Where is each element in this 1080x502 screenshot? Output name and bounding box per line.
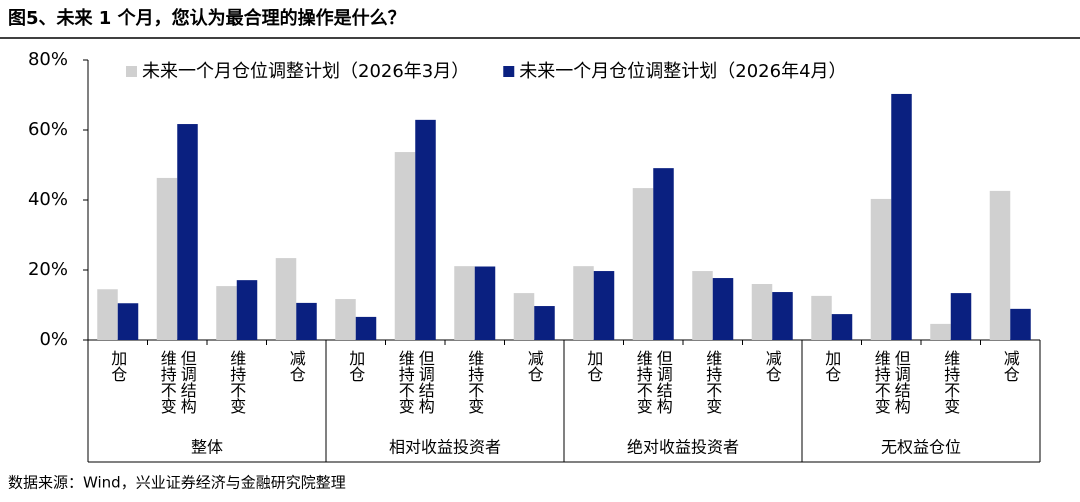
bar <box>474 266 496 340</box>
x-tick-label: 维持不变 <box>634 350 653 414</box>
legend-label: 未来一个月仓位调整计划（2026年4月） <box>519 61 846 82</box>
x-tick-label: 维持不变 <box>227 350 246 414</box>
bar <box>772 292 793 340</box>
y-tick-label: 60% <box>28 119 68 140</box>
x-tick-label: 但调结构 <box>178 350 197 415</box>
legend-swatch <box>126 66 137 77</box>
bar <box>454 266 475 340</box>
x-tick-label: 但调结构 <box>416 350 435 415</box>
y-tick-label: 0% <box>39 329 68 350</box>
bar <box>1010 308 1031 340</box>
bar <box>811 295 832 340</box>
bar <box>891 93 912 340</box>
bar <box>216 286 237 340</box>
x-tick-label: 维持不变 <box>158 350 177 414</box>
x-tick-label: 维持不变 <box>941 350 960 414</box>
x-tick-label: 加仓 <box>822 350 841 382</box>
x-tick-label: 减仓 <box>525 350 544 382</box>
x-tick-label: 维持不变 <box>465 350 484 414</box>
bar <box>593 271 615 340</box>
bar <box>177 124 198 340</box>
bar <box>831 314 853 340</box>
group-label: 无权益仓位 <box>881 438 961 457</box>
source: 数据来源：Wind，兴业证券经济与金融研究院整理 <box>8 474 346 492</box>
x-tick-label: 加仓 <box>108 350 127 382</box>
bar <box>653 168 674 340</box>
x-tick-label: 维持不变 <box>872 350 891 414</box>
y-tick-label: 20% <box>28 259 68 280</box>
x-tick-label: 维持不变 <box>703 350 722 414</box>
bar <box>930 323 951 340</box>
x-tick-label: 加仓 <box>584 350 603 382</box>
x-tick-label: 减仓 <box>287 350 306 382</box>
bar <box>870 198 892 340</box>
bar <box>950 293 972 340</box>
legend-label: 未来一个月仓位调整计划（2026年3月） <box>142 61 469 82</box>
x-tick-label: 加仓 <box>346 350 365 382</box>
chart-title: 图5、未来 1 个月，您认为最合理的操作是什么？ <box>8 7 406 29</box>
bar <box>275 258 297 340</box>
bar <box>692 271 713 340</box>
bar <box>989 190 1011 340</box>
legend-swatch <box>503 66 515 77</box>
group-label: 相对收益投资者 <box>389 438 501 457</box>
bar <box>394 152 416 340</box>
bar <box>751 284 773 340</box>
bar <box>712 278 734 340</box>
group-label: 绝对收益投资者 <box>627 438 739 457</box>
y-tick-label: 40% <box>28 189 68 210</box>
x-tick-label: 但调结构 <box>654 350 673 415</box>
bar <box>236 280 258 340</box>
bar <box>156 177 178 340</box>
bar <box>296 302 317 340</box>
bar <box>573 266 594 340</box>
bar <box>513 293 535 340</box>
x-tick-label: 减仓 <box>763 350 782 382</box>
y-tick-label: 80% <box>28 49 68 70</box>
bar <box>415 119 436 340</box>
x-tick-label: 维持不变 <box>396 350 415 414</box>
x-tick-label: 减仓 <box>1001 350 1020 382</box>
bar <box>632 188 654 340</box>
x-tick-label: 但调结构 <box>892 350 911 415</box>
bar <box>355 316 377 340</box>
group-label: 整体 <box>191 438 223 457</box>
bar <box>534 306 555 340</box>
bar <box>335 299 356 340</box>
bar <box>117 303 139 340</box>
bar <box>97 289 118 340</box>
